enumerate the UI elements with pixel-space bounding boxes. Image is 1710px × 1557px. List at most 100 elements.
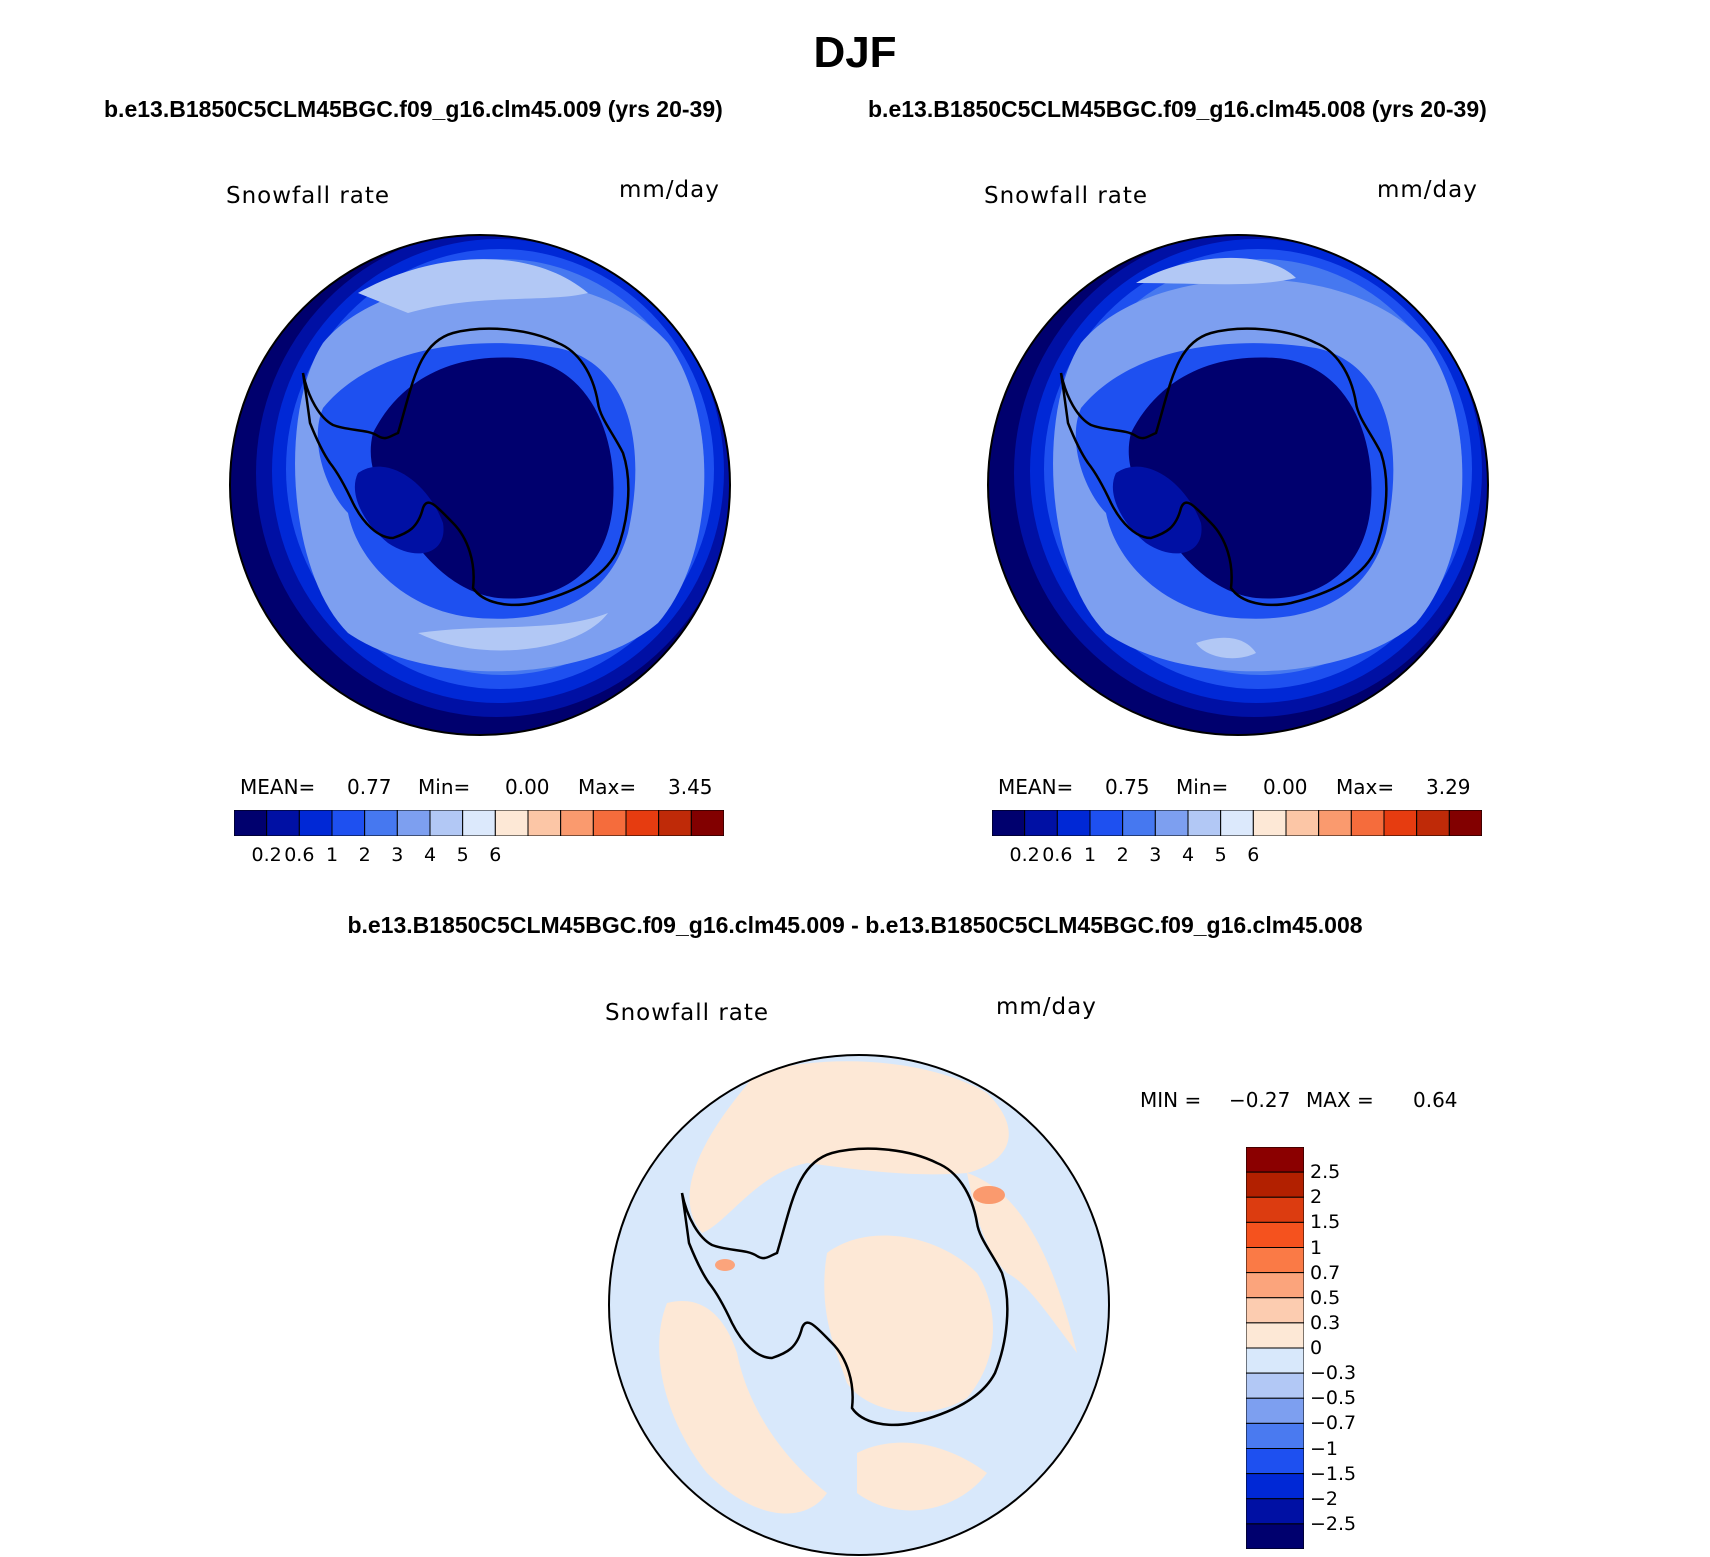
left-case-title: b.e13.B1850C5CLM45BGC.f09_g16.clm45.009 … bbox=[104, 96, 723, 122]
colorbar-segment bbox=[1246, 1297, 1304, 1324]
left-units-label: mm/day bbox=[619, 177, 720, 203]
colorbar-segment bbox=[1383, 810, 1418, 836]
colorbar-segment bbox=[1024, 810, 1058, 836]
colorbar-segment bbox=[1056, 810, 1091, 836]
colorbar-tick-label: −0.7 bbox=[1310, 1412, 1357, 1435]
diff-variable-label: Snowfall rate bbox=[605, 1000, 770, 1026]
colorbar-segment bbox=[1318, 810, 1352, 836]
left-max-value: 3.45 bbox=[668, 775, 713, 799]
colorbar-segment bbox=[1246, 1196, 1304, 1223]
colorbar-segment bbox=[1187, 810, 1222, 836]
colorbar-segment bbox=[1246, 1523, 1304, 1549]
colorbar-segment bbox=[560, 810, 594, 836]
colorbar-tick-label: −1 bbox=[1310, 1437, 1339, 1460]
left-min-value: 0.00 bbox=[505, 775, 550, 799]
colorbar-tick-label: 4 bbox=[423, 844, 437, 866]
colorbar-tick-label: 2 bbox=[1116, 844, 1129, 866]
colorbar-segment bbox=[527, 810, 562, 836]
right-variable-label: Snowfall rate bbox=[984, 183, 1149, 209]
colorbar-segment bbox=[462, 810, 496, 836]
diff-positive-north bbox=[689, 1061, 1009, 1233]
diff-positive-southwest bbox=[659, 1301, 827, 1514]
left-min-label: Min= bbox=[418, 775, 471, 799]
colorbar-segment bbox=[1246, 1473, 1304, 1500]
antarctica-coast bbox=[680, 1147, 1009, 1427]
diff-min-label: MIN = bbox=[1140, 1088, 1202, 1112]
right-colorbar bbox=[992, 810, 1482, 836]
lighter-band bbox=[358, 259, 588, 313]
colorbar-tick-label: 0 bbox=[1310, 1337, 1323, 1359]
left-polar-map bbox=[229, 234, 731, 736]
right-case-title: b.e13.B1850C5CLM45BGC.f09_g16.clm45.008 … bbox=[868, 96, 1487, 122]
diff-hotspot bbox=[973, 1186, 1005, 1204]
colorbar-tick-label: −2.5 bbox=[1310, 1512, 1357, 1535]
right-min-value: 0.00 bbox=[1263, 775, 1308, 799]
colorbar-tick-label: 1.5 bbox=[1310, 1211, 1341, 1234]
colorbar-tick-label: 0.7 bbox=[1310, 1261, 1341, 1284]
colorbar-segment bbox=[234, 810, 268, 836]
diff-positive-south bbox=[857, 1442, 987, 1511]
diff-max-label: MAX = bbox=[1306, 1088, 1374, 1112]
colorbar-tick-label: −1.5 bbox=[1310, 1462, 1357, 1485]
colorbar-segment bbox=[298, 810, 333, 836]
diff-max-value: 0.64 bbox=[1413, 1088, 1458, 1112]
colorbar-tick-label: 0.6 bbox=[1042, 844, 1073, 866]
diff-units-label: mm/day bbox=[996, 994, 1097, 1020]
colorbar-segment bbox=[1246, 1498, 1304, 1525]
colorbar-segment bbox=[1246, 1372, 1304, 1399]
right-polar-map bbox=[987, 234, 1489, 736]
colorbar-segment bbox=[1246, 1171, 1304, 1198]
left-colorbar bbox=[234, 810, 724, 836]
colorbar-segment bbox=[1448, 810, 1482, 836]
colorbar-tick-label: 0.3 bbox=[1310, 1311, 1341, 1334]
colorbar-segment bbox=[494, 810, 529, 836]
colorbar-segment bbox=[1220, 810, 1254, 836]
left-mean-value: 0.77 bbox=[347, 775, 392, 799]
colorbar-tick-label: 3 bbox=[391, 844, 404, 866]
colorbar-segment bbox=[992, 810, 1026, 836]
colorbar-tick-label: 0.2 bbox=[251, 844, 282, 866]
left-mean-label: MEAN= bbox=[240, 775, 316, 799]
colorbar-tick-label: 0.5 bbox=[1310, 1286, 1341, 1309]
colorbar-segment bbox=[1252, 810, 1287, 836]
colorbar-segment bbox=[429, 810, 464, 836]
colorbar-segment bbox=[1246, 1422, 1304, 1449]
colorbar-tick-label: 6 bbox=[1247, 844, 1260, 866]
antarctica-coast bbox=[301, 327, 630, 607]
left-variable-label: Snowfall rate bbox=[226, 183, 391, 209]
colorbar-tick-label: 6 bbox=[489, 844, 502, 866]
colorbar-segment bbox=[1416, 810, 1450, 836]
diff-positive-east bbox=[967, 1173, 1077, 1353]
colorbar-segment bbox=[592, 810, 627, 836]
colorbar-tick-label: 2 bbox=[1310, 1186, 1323, 1209]
colorbar-tick-label: 1 bbox=[1310, 1236, 1323, 1259]
right-max-label: Max= bbox=[1336, 775, 1395, 799]
colorbar-segment bbox=[1285, 810, 1320, 836]
colorbar-segment bbox=[625, 810, 660, 836]
lighter-band-2 bbox=[418, 613, 608, 651]
diff-positive-interior bbox=[824, 1235, 994, 1413]
colorbar-tick-label: 2.5 bbox=[1310, 1161, 1341, 1184]
diff-min-value: −0.27 bbox=[1229, 1088, 1291, 1112]
right-mean-value: 0.75 bbox=[1105, 775, 1150, 799]
colorbar-segment bbox=[1246, 1147, 1304, 1173]
colorbar-segment bbox=[1246, 1272, 1304, 1299]
colorbar-segment bbox=[266, 810, 300, 836]
colorbar-segment bbox=[331, 810, 366, 836]
colorbar-segment bbox=[1089, 810, 1124, 836]
season-title: DJF bbox=[813, 28, 897, 77]
colorbar-segment bbox=[1246, 1397, 1304, 1424]
colorbar-segment bbox=[658, 810, 692, 836]
difference-title: b.e13.B1850C5CLM45BGC.f09_g16.clm45.009 … bbox=[347, 912, 1363, 938]
colorbar-segment bbox=[1246, 1347, 1304, 1374]
colorbar-segment bbox=[396, 810, 431, 836]
colorbar-tick-label: 1 bbox=[1083, 844, 1097, 866]
colorbar-tick-label: 5 bbox=[456, 844, 469, 866]
colorbar-segment bbox=[1350, 810, 1385, 836]
colorbar-segment bbox=[1154, 810, 1189, 836]
colorbar-tick-label: −2 bbox=[1310, 1487, 1339, 1510]
colorbar-segment bbox=[1246, 1322, 1304, 1349]
right-min-label: Min= bbox=[1176, 775, 1229, 799]
difference-colorbar bbox=[1246, 1147, 1304, 1549]
colorbar-tick-label: 0.6 bbox=[284, 844, 315, 866]
